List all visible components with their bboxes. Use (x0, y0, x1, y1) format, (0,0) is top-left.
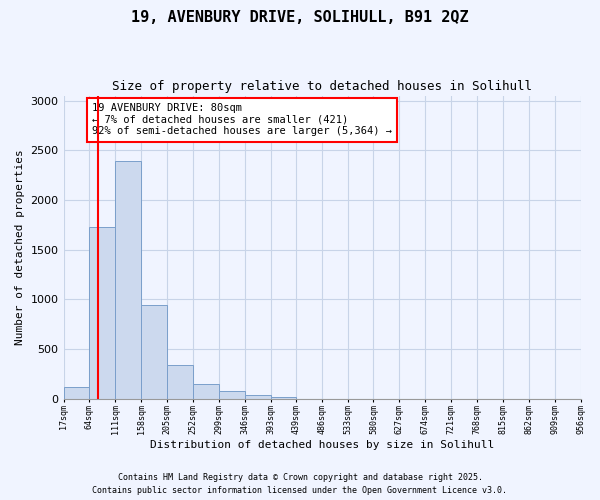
Text: 19 AVENBURY DRIVE: 80sqm
← 7% of detached houses are smaller (421)
92% of semi-d: 19 AVENBURY DRIVE: 80sqm ← 7% of detache… (92, 103, 392, 136)
Bar (89, 227, 115, 399)
Text: Contains HM Land Registry data © Crown copyright and database right 2025.
Contai: Contains HM Land Registry data © Crown c… (92, 474, 508, 495)
Y-axis label: Number of detached properties: Number of detached properties (15, 150, 25, 345)
Title: Size of property relative to detached houses in Solihull: Size of property relative to detached ho… (112, 80, 532, 93)
Text: 19, AVENBURY DRIVE, SOLIHULL, B91 2QZ: 19, AVENBURY DRIVE, SOLIHULL, B91 2QZ (131, 10, 469, 25)
Bar (64, 388, 89, 399)
Bar (115, 161, 141, 399)
Bar (141, 306, 167, 399)
Bar (245, 395, 271, 399)
Bar (193, 384, 219, 399)
Bar (167, 365, 193, 399)
Bar (219, 391, 245, 399)
Bar (271, 397, 296, 399)
X-axis label: Distribution of detached houses by size in Solihull: Distribution of detached houses by size … (150, 440, 494, 450)
